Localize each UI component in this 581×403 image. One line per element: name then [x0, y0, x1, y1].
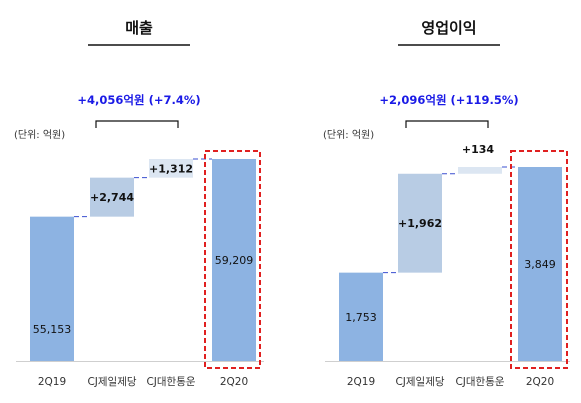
- bar-CJ대한통운: [149, 159, 193, 178]
- bar-2Q20: [212, 159, 256, 361]
- highlight-box: [204, 150, 261, 369]
- bracket: [95, 120, 179, 128]
- growth-annotation: +2,096억원 (+119.5%): [379, 93, 518, 107]
- bar-2Q19: [30, 216, 74, 361]
- unit-label: (단위: 억원): [14, 128, 65, 141]
- data-label: 1,753: [345, 311, 377, 324]
- bracket: [405, 120, 489, 128]
- tick-label: CJ제일제당: [395, 375, 444, 388]
- tick-label: 2Q20: [526, 376, 554, 388]
- bar-CJ제일제당: [90, 177, 134, 217]
- data-label: 3,849: [524, 258, 556, 271]
- data-label: 59,209: [215, 254, 254, 267]
- chart-title: 영업이익: [421, 19, 476, 37]
- data-label: +1,962: [398, 217, 442, 230]
- bar-2Q20: [518, 167, 562, 361]
- chart-title: 매출: [125, 19, 153, 37]
- tick-label: 2Q19: [347, 376, 375, 388]
- tick-label: 2Q19: [38, 376, 66, 388]
- tick-label: 2Q20: [220, 376, 248, 388]
- bar-2Q19: [339, 272, 383, 361]
- data-label: 55,153: [33, 323, 72, 336]
- tick-label: CJ대한통운: [146, 376, 195, 388]
- data-label: +1,312: [149, 162, 193, 175]
- chart-panel-1: 매출 +4,056억원 (+7.4%) (단위: 억원) 55,153 2Q19 +2,7…: [14, 19, 264, 388]
- bar-CJ제일제당: [398, 173, 442, 273]
- data-label: +2,744: [90, 191, 134, 204]
- chart-panel-2: 영업이익 +2,096억원 (+119.5%) (단위: 억원) 1,753 2Q19 +…: [323, 19, 570, 388]
- data-label: +134: [462, 143, 495, 156]
- tick-label: CJ대한통운: [455, 376, 504, 388]
- unit-label: (단위: 억원): [323, 128, 374, 141]
- highlight-box: [510, 150, 568, 369]
- bar-CJ대한통운: [458, 167, 502, 174]
- growth-annotation: +4,056억원 (+7.4%): [77, 93, 200, 107]
- tick-label: CJ제일제당: [87, 375, 136, 388]
